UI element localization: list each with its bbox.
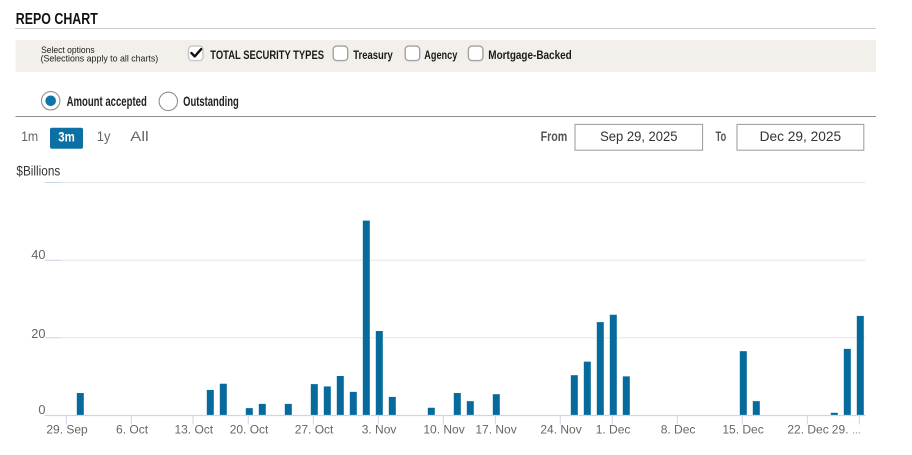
svg-text:$Billions: $Billions bbox=[16, 163, 60, 178]
svg-text:8. Dec: 8. Dec bbox=[661, 423, 696, 437]
svg-text:0: 0 bbox=[38, 402, 45, 417]
svg-text:3m: 3m bbox=[58, 129, 75, 145]
svg-text:To: To bbox=[716, 129, 727, 144]
svg-text:From: From bbox=[541, 129, 568, 144]
svg-text:20: 20 bbox=[31, 326, 45, 341]
svg-text:Treasury: Treasury bbox=[353, 48, 393, 62]
svg-text:Sep 29, 2025: Sep 29, 2025 bbox=[600, 128, 678, 144]
svg-text:29. Sep: 29. Sep bbox=[46, 423, 88, 437]
svg-text:All: All bbox=[130, 129, 148, 145]
svg-text:REPO CHART: REPO CHART bbox=[16, 11, 98, 28]
svg-text:1. Dec: 1. Dec bbox=[596, 423, 631, 437]
svg-text:24. Nov: 24. Nov bbox=[540, 423, 581, 437]
svg-text:17. Nov: 17. Nov bbox=[475, 423, 516, 437]
svg-text:15. Dec: 15. Dec bbox=[722, 423, 763, 437]
svg-text:Dec 29, 2025: Dec 29, 2025 bbox=[760, 128, 842, 144]
svg-text:Mortgage-Backed: Mortgage-Backed bbox=[488, 48, 571, 62]
svg-text:Select options: Select options bbox=[41, 45, 95, 55]
svg-text:6. Oct: 6. Oct bbox=[116, 423, 149, 437]
svg-text:1y: 1y bbox=[97, 129, 112, 145]
svg-text:29. ...: 29. ... bbox=[832, 423, 861, 437]
svg-text:40: 40 bbox=[31, 247, 45, 262]
svg-text:TOTAL SECURITY TYPES: TOTAL SECURITY TYPES bbox=[210, 48, 324, 62]
svg-text:1m: 1m bbox=[21, 129, 38, 145]
svg-text:10. Nov: 10. Nov bbox=[423, 423, 464, 437]
svg-text:Amount accepted: Amount accepted bbox=[67, 94, 147, 109]
svg-text:(Selections apply to all chart: (Selections apply to all charts) bbox=[41, 54, 159, 64]
svg-text:Agency: Agency bbox=[424, 48, 457, 62]
svg-text:3. Nov: 3. Nov bbox=[362, 423, 397, 437]
svg-text:22. Dec: 22. Dec bbox=[787, 423, 828, 437]
svg-text:27. Oct: 27. Oct bbox=[295, 423, 334, 437]
svg-text:Outstanding: Outstanding bbox=[183, 94, 239, 109]
svg-text:13. Oct: 13. Oct bbox=[174, 423, 213, 437]
svg-text:20. Oct: 20. Oct bbox=[230, 423, 269, 437]
